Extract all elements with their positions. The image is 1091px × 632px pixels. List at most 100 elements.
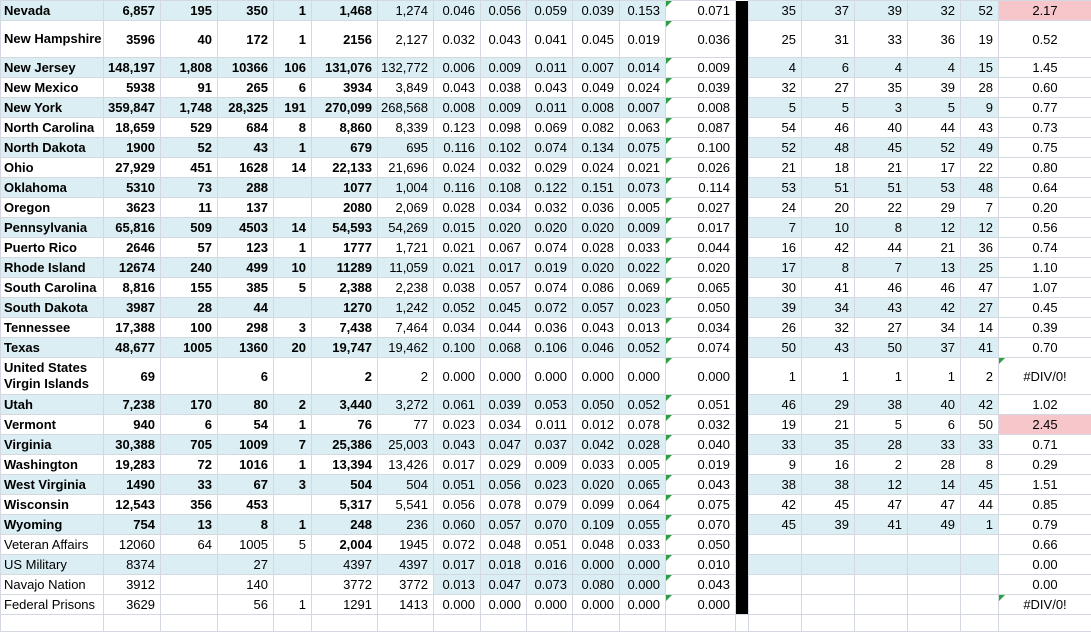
data-cell[interactable]: 0.043 bbox=[665, 574, 736, 595]
data-cell[interactable]: 0.000 bbox=[572, 554, 620, 575]
data-cell[interactable]: 0.016 bbox=[526, 554, 573, 575]
data-cell[interactable]: 0.39 bbox=[998, 317, 1091, 338]
data-cell[interactable]: 1 bbox=[273, 0, 312, 21]
data-cell[interactable]: 1,808 bbox=[160, 57, 218, 78]
state-name-cell[interactable]: Wyoming bbox=[0, 514, 104, 535]
data-cell[interactable]: 64 bbox=[160, 534, 218, 555]
data-cell[interactable]: 7,464 bbox=[377, 317, 434, 338]
data-cell[interactable]: 0.011 bbox=[526, 414, 573, 435]
data-cell[interactable]: 0.74 bbox=[998, 237, 1091, 258]
data-cell[interactable]: 48,677 bbox=[103, 337, 161, 358]
data-cell[interactable]: 57 bbox=[160, 237, 218, 258]
data-cell[interactable]: 42 bbox=[748, 494, 802, 515]
data-cell[interactable]: 0.022 bbox=[619, 257, 666, 278]
data-cell[interactable]: 1 bbox=[273, 454, 312, 475]
data-cell[interactable]: 7 bbox=[273, 434, 312, 455]
data-cell[interactable] bbox=[273, 554, 312, 575]
data-cell[interactable]: 0.034 bbox=[433, 317, 481, 338]
data-cell[interactable]: 0.098 bbox=[480, 117, 527, 138]
data-cell[interactable]: 0.028 bbox=[433, 197, 481, 218]
data-cell[interactable]: 0.134 bbox=[572, 137, 620, 158]
data-cell[interactable]: 191 bbox=[273, 97, 312, 118]
data-cell[interactable]: 6,857 bbox=[103, 0, 161, 21]
data-cell[interactable]: 0.75 bbox=[998, 137, 1091, 158]
data-cell[interactable]: 29 bbox=[907, 197, 961, 218]
data-cell[interactable]: 1 bbox=[907, 357, 961, 395]
empty-cell[interactable] bbox=[433, 614, 481, 632]
data-cell[interactable]: 50 bbox=[960, 414, 999, 435]
data-cell[interactable]: 24 bbox=[748, 197, 802, 218]
data-cell[interactable]: 45 bbox=[854, 137, 908, 158]
data-cell[interactable]: 0.000 bbox=[619, 594, 666, 615]
data-cell[interactable]: 0.045 bbox=[480, 297, 527, 318]
data-cell[interactable]: 6 bbox=[907, 414, 961, 435]
data-cell[interactable]: 170 bbox=[160, 394, 218, 415]
data-cell[interactable]: 131,076 bbox=[311, 57, 378, 78]
data-cell[interactable]: 0.116 bbox=[433, 177, 481, 198]
data-cell[interactable]: 0.029 bbox=[526, 157, 573, 178]
data-cell[interactable]: 0.100 bbox=[665, 137, 736, 158]
data-cell[interactable]: 0.036 bbox=[526, 317, 573, 338]
data-cell[interactable]: 0.021 bbox=[433, 257, 481, 278]
data-cell[interactable]: 1360 bbox=[217, 337, 274, 358]
state-name-cell[interactable]: Virginia bbox=[0, 434, 104, 455]
data-cell[interactable]: 0.013 bbox=[433, 574, 481, 595]
data-cell[interactable]: 148,197 bbox=[103, 57, 161, 78]
data-cell[interactable]: 1.07 bbox=[998, 277, 1091, 298]
data-cell[interactable]: 9 bbox=[748, 454, 802, 475]
data-cell[interactable]: 5 bbox=[854, 414, 908, 435]
data-cell[interactable]: 8 bbox=[273, 117, 312, 138]
data-cell[interactable]: 1628 bbox=[217, 157, 274, 178]
data-cell[interactable]: 0.023 bbox=[433, 414, 481, 435]
empty-cell[interactable] bbox=[160, 614, 218, 632]
data-cell[interactable]: 13 bbox=[160, 514, 218, 535]
data-cell[interactable]: 44 bbox=[907, 117, 961, 138]
data-cell[interactable]: 0.56 bbox=[998, 217, 1091, 238]
data-cell[interactable]: 29 bbox=[801, 394, 855, 415]
data-cell[interactable]: 0.009 bbox=[480, 97, 527, 118]
data-cell[interactable]: 0.027 bbox=[665, 197, 736, 218]
data-cell[interactable]: 1.02 bbox=[998, 394, 1091, 415]
data-cell[interactable]: 0.042 bbox=[572, 434, 620, 455]
state-name-cell[interactable]: Washington bbox=[0, 454, 104, 475]
data-cell[interactable]: 4 bbox=[748, 57, 802, 78]
data-cell[interactable]: 155 bbox=[160, 277, 218, 298]
data-cell[interactable]: 1900 bbox=[103, 137, 161, 158]
data-cell[interactable]: 0.056 bbox=[480, 474, 527, 495]
data-cell[interactable]: 2,238 bbox=[377, 277, 434, 298]
data-cell[interactable]: 0.052 bbox=[619, 337, 666, 358]
data-cell[interactable]: 0.074 bbox=[526, 137, 573, 158]
state-name-cell[interactable]: Federal Prisons bbox=[0, 594, 104, 615]
data-cell[interactable]: 54 bbox=[748, 117, 802, 138]
data-cell[interactable]: 39 bbox=[854, 0, 908, 21]
data-cell[interactable]: 16 bbox=[748, 237, 802, 258]
data-cell[interactable]: 504 bbox=[311, 474, 378, 495]
state-name-cell[interactable]: West Virginia bbox=[0, 474, 104, 495]
data-cell[interactable]: 39 bbox=[907, 77, 961, 98]
empty-cell[interactable] bbox=[377, 614, 434, 632]
data-cell[interactable]: 0.008 bbox=[572, 97, 620, 118]
data-cell[interactable]: 6 bbox=[273, 77, 312, 98]
data-cell[interactable]: 8 bbox=[217, 514, 274, 535]
state-name-cell[interactable]: US Military bbox=[0, 554, 104, 575]
data-cell[interactable]: 35 bbox=[748, 0, 802, 21]
empty-cell[interactable] bbox=[998, 614, 1091, 632]
data-cell[interactable]: 0.068 bbox=[480, 337, 527, 358]
data-cell[interactable]: 1 bbox=[748, 357, 802, 395]
data-cell[interactable]: 25,386 bbox=[311, 434, 378, 455]
data-cell[interactable]: 0.060 bbox=[433, 514, 481, 535]
data-cell[interactable]: 0.73 bbox=[998, 117, 1091, 138]
data-cell[interactable]: 1,468 bbox=[311, 0, 378, 21]
data-cell[interactable]: 0.043 bbox=[433, 434, 481, 455]
data-cell[interactable]: 0.024 bbox=[433, 157, 481, 178]
data-cell[interactable]: 0.080 bbox=[572, 574, 620, 595]
data-cell[interactable] bbox=[273, 297, 312, 318]
data-cell[interactable]: 33 bbox=[854, 20, 908, 58]
data-cell[interactable]: 0.067 bbox=[480, 237, 527, 258]
data-cell[interactable] bbox=[960, 574, 999, 595]
data-cell[interactable]: 0.028 bbox=[619, 434, 666, 455]
data-cell[interactable]: 22,133 bbox=[311, 157, 378, 178]
data-cell[interactable]: 52 bbox=[748, 137, 802, 158]
data-cell[interactable]: 0.074 bbox=[665, 337, 736, 358]
data-cell[interactable]: 1077 bbox=[311, 177, 378, 198]
